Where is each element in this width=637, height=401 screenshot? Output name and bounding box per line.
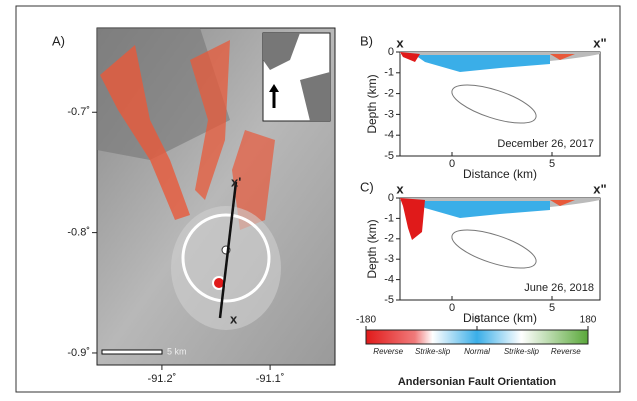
scale-label: 5 km xyxy=(167,346,187,356)
class-label: Strike-slip xyxy=(504,347,540,356)
y-tick-label: -1 xyxy=(384,212,394,224)
profile-start: x xyxy=(230,311,238,326)
y-tick-label: -0.9˚ xyxy=(67,347,90,359)
profile-start: x xyxy=(396,35,404,50)
y-tick-label: 0 xyxy=(388,46,394,58)
x-tick-label: -91.1˚ xyxy=(256,373,285,385)
colorbar xyxy=(366,330,588,344)
colorbar-title: Andersonian Fault Orientation xyxy=(398,376,557,388)
profile-end: x' xyxy=(231,174,241,189)
profile-start: x xyxy=(396,181,404,196)
y-tick-label: 0 xyxy=(388,192,394,204)
y-tick-label: -4 xyxy=(384,129,394,141)
y-axis-label: Depth (km) xyxy=(365,74,379,133)
y-tick-label: -1 xyxy=(384,67,394,79)
y-tick-label: -2 xyxy=(384,233,394,245)
x-axis-label: Distance (km) xyxy=(463,167,537,181)
colorbar-tick-label: -180 xyxy=(356,315,376,326)
y-tick-label: -4 xyxy=(384,274,394,286)
colorbar-tick-label: 180 xyxy=(580,315,597,326)
x-tick-label: -91.2˚ xyxy=(148,373,177,385)
profile-end: x" xyxy=(593,181,606,196)
class-label: Normal xyxy=(464,347,490,356)
y-tick-label: -5 xyxy=(384,294,394,306)
panel-label: A) xyxy=(52,33,65,48)
x-tick-label: 0 xyxy=(449,158,455,170)
y-tick-label: -0.8˚ xyxy=(67,227,90,239)
x-tick-label: 5 xyxy=(549,302,555,314)
x-tick-label: 5 xyxy=(549,158,555,170)
class-label: Reverse xyxy=(373,347,403,356)
y-axis-label: Depth (km) xyxy=(365,219,379,278)
y-tick-label: -5 xyxy=(384,150,394,162)
panel-label: C) xyxy=(360,179,374,194)
date: December 26, 2017 xyxy=(497,138,594,150)
date: June 26, 2018 xyxy=(524,282,594,294)
profile-end: x" xyxy=(593,35,606,50)
class-label: Reverse xyxy=(551,347,581,356)
class-label: Strike-slip xyxy=(415,347,451,356)
y-tick-label: -0.7˚ xyxy=(67,106,90,118)
panel-label: B) xyxy=(360,33,373,48)
y-tick-label: -3 xyxy=(384,253,394,265)
y-tick-label: -2 xyxy=(384,88,394,100)
scale-bar xyxy=(102,350,162,354)
x-tick-label: 0 xyxy=(449,302,455,314)
colorbar-tick-label: 0 xyxy=(474,315,480,326)
figure: A) 5 km x x' Andersonian Fault Orientati… xyxy=(0,0,637,401)
y-tick-label: -3 xyxy=(384,108,394,120)
